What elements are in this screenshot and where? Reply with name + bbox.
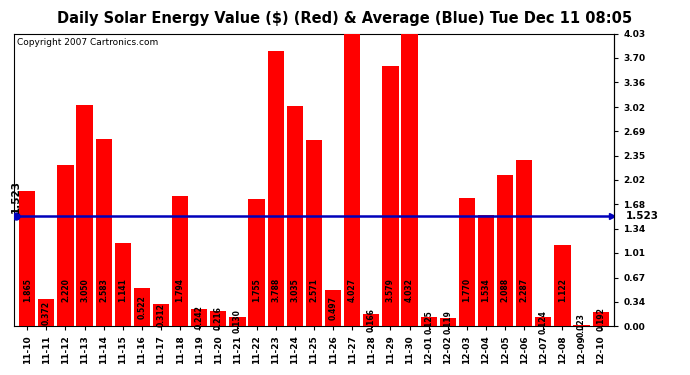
Text: 0.125: 0.125 [424, 310, 433, 334]
Text: 3.788: 3.788 [271, 278, 280, 302]
Text: 2.287: 2.287 [520, 278, 529, 302]
Bar [153, 304, 169, 326]
Text: 4.032: 4.032 [405, 278, 414, 302]
Text: 0.124: 0.124 [539, 310, 548, 334]
Bar [497, 175, 513, 326]
Text: 2.220: 2.220 [61, 278, 70, 302]
Text: 2.571: 2.571 [309, 278, 319, 302]
Text: 1.534: 1.534 [482, 278, 491, 302]
Bar [382, 66, 399, 326]
Bar [306, 140, 322, 326]
Text: 1.865: 1.865 [23, 278, 32, 302]
Bar [554, 245, 571, 326]
Bar [573, 325, 590, 326]
Text: 1.122: 1.122 [558, 278, 567, 302]
Bar [478, 215, 494, 326]
Bar [287, 106, 303, 326]
Bar [77, 105, 92, 326]
Bar [57, 165, 74, 326]
Bar [516, 160, 533, 326]
Text: 0.130: 0.130 [233, 310, 242, 333]
Text: 1.141: 1.141 [118, 278, 127, 302]
Text: 3.035: 3.035 [290, 278, 299, 302]
Text: 0.216: 0.216 [214, 306, 223, 330]
Bar [440, 318, 456, 326]
Text: 1.523: 1.523 [626, 211, 658, 221]
Text: 0.312: 0.312 [157, 303, 166, 327]
Bar [248, 199, 265, 326]
Text: 0.522: 0.522 [137, 296, 146, 319]
Text: 0.119: 0.119 [443, 310, 452, 334]
Bar [363, 314, 380, 326]
Bar [344, 34, 360, 326]
Bar [191, 309, 208, 326]
Bar [115, 243, 131, 326]
Bar [325, 290, 341, 326]
Bar [593, 312, 609, 326]
Bar [134, 288, 150, 326]
Bar [420, 317, 437, 326]
Text: 3.050: 3.050 [80, 278, 89, 302]
Bar [19, 191, 35, 326]
Bar [38, 299, 55, 326]
Text: 4.027: 4.027 [348, 278, 357, 302]
Text: 0.166: 0.166 [367, 308, 376, 332]
Bar [268, 51, 284, 326]
Text: 1.794: 1.794 [176, 278, 185, 302]
Bar [402, 34, 417, 326]
Text: Copyright 2007 Cartronics.com: Copyright 2007 Cartronics.com [17, 38, 158, 47]
Text: 0.192: 0.192 [596, 308, 605, 331]
Text: 1.770: 1.770 [462, 278, 471, 302]
Bar [229, 317, 246, 326]
Text: 1.523: 1.523 [11, 180, 21, 213]
Text: 1.755: 1.755 [252, 278, 261, 302]
Text: 0.242: 0.242 [195, 306, 204, 329]
Text: 2.583: 2.583 [99, 278, 108, 302]
Text: 0.497: 0.497 [328, 296, 337, 320]
Bar [210, 310, 226, 326]
Text: Daily Solar Energy Value ($) (Red) & Average (Blue) Tue Dec 11 08:05: Daily Solar Energy Value ($) (Red) & Ave… [57, 11, 633, 26]
Bar [535, 317, 551, 326]
Bar [459, 198, 475, 326]
Text: 2.088: 2.088 [501, 278, 510, 302]
Bar [95, 139, 112, 326]
Bar [172, 196, 188, 326]
Text: 0.023: 0.023 [577, 314, 586, 338]
Text: 3.579: 3.579 [386, 278, 395, 302]
Text: 0.372: 0.372 [42, 301, 51, 325]
